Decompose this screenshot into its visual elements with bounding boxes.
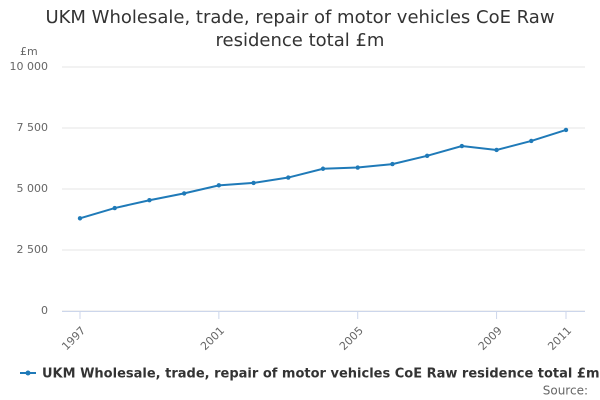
y-axis-label: £m (20, 45, 38, 58)
y-tick-label: 2 500 (17, 243, 49, 256)
data-point (459, 143, 465, 149)
data-point (424, 153, 430, 159)
data-point (355, 165, 360, 170)
data-point (286, 175, 291, 180)
y-tick-label: 10 000 (10, 60, 49, 73)
data-point (216, 183, 222, 188)
source: Source: (543, 384, 588, 398)
data-point (77, 216, 83, 221)
legend-marker (25, 370, 31, 376)
data-point (529, 138, 534, 144)
data-point (320, 166, 326, 171)
data-point (251, 180, 256, 186)
y-tick-label: 5 000 (17, 182, 49, 195)
x-tick-label: 2009 (476, 324, 505, 353)
data-point (494, 147, 499, 153)
y-tick-label: 0 (41, 304, 48, 317)
x-tick-label: 2001 (198, 324, 227, 353)
data-point (390, 161, 395, 167)
x-tick-label: 1997 (59, 324, 88, 353)
y-tick-label: 7 500 (17, 121, 49, 134)
series-line (79, 128, 567, 220)
chart-title: UKM Wholesale, trade, repair of motor ve… (45, 7, 555, 51)
x-tick-label: 2011 (545, 324, 574, 353)
data-point (181, 191, 187, 196)
data-point (147, 198, 152, 203)
x-tick-label: 2005 (337, 324, 366, 353)
data-point (563, 127, 569, 133)
data-point (112, 205, 117, 211)
legend-label: UKM Wholesale, trade, repair of motor ve… (42, 367, 600, 382)
